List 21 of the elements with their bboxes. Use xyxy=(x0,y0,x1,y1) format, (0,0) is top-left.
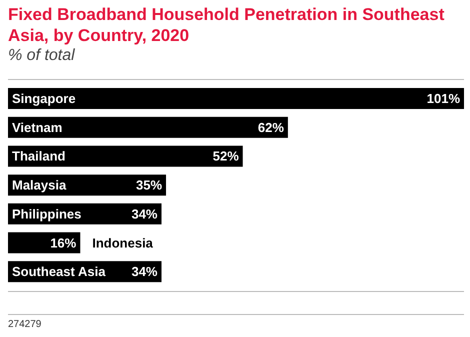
data-label: 101% xyxy=(426,91,460,106)
text: 274279 xyxy=(8,319,42,330)
bar xyxy=(8,116,288,138)
chart-title: Fixed Broadband Household Penetration in Southeast Asia, by Country, 2020 xyxy=(8,4,446,46)
data-label: 52% xyxy=(212,148,240,164)
y-tick-label: Malaysia xyxy=(12,178,67,193)
bar xyxy=(8,88,464,109)
y-tick-label: Indonesia xyxy=(92,235,154,250)
y-tick-label: Thailand xyxy=(12,148,66,164)
data-label: 34% xyxy=(131,264,158,280)
y-tick-label: Southeast Asia xyxy=(12,264,106,280)
y-tick-label: Singapore xyxy=(12,91,76,106)
y-tick-label: Vietnam xyxy=(12,120,62,135)
chart-subtitle: % of total xyxy=(8,47,75,65)
data-label: 62% xyxy=(258,120,284,135)
bar xyxy=(8,232,80,254)
data-label: 34% xyxy=(131,206,158,222)
data-label: 35% xyxy=(136,178,162,193)
y-tick-label: Philippines xyxy=(12,206,82,222)
bar xyxy=(8,146,243,167)
data-label: 16% xyxy=(50,235,77,250)
